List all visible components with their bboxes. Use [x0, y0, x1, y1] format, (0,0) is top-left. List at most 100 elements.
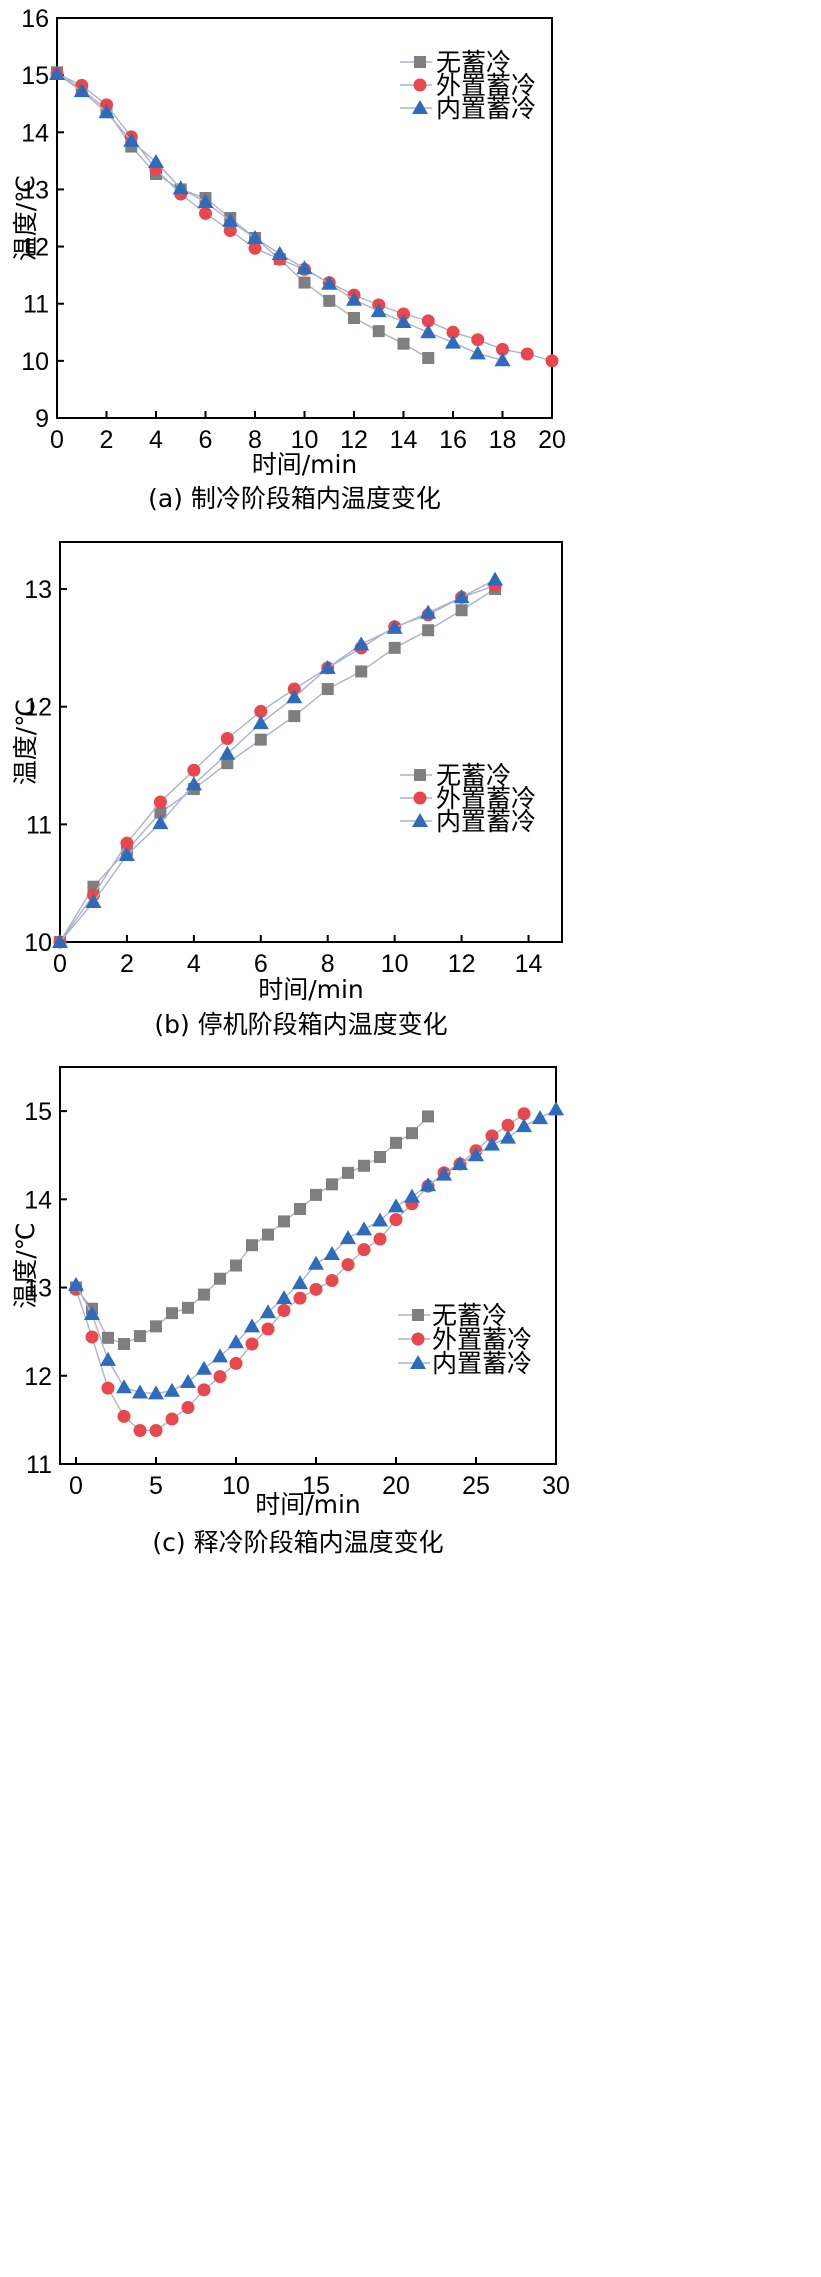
data-point: [52, 934, 68, 948]
y-tick-label: 11: [26, 1451, 52, 1479]
data-point: [292, 1275, 308, 1290]
x-tick-label: 18: [489, 426, 517, 454]
data-point: [326, 1178, 338, 1191]
data-point: [286, 689, 303, 704]
plot-frame: [59, 1066, 557, 1465]
data-point: [501, 1118, 515, 1132]
data-point: [406, 1127, 418, 1140]
legend-marker: [412, 1309, 424, 1321]
data-point: [73, 83, 90, 98]
data-point: [219, 745, 236, 760]
data-point: [516, 1118, 532, 1133]
data-point: [85, 1330, 99, 1344]
data-point: [223, 224, 237, 238]
y-tick-label: 13: [21, 176, 49, 204]
data-point: [294, 1203, 306, 1216]
legend-label: 内置蓄冷: [436, 94, 536, 123]
data-point: [247, 230, 263, 244]
x-tick-label: 25: [462, 1472, 490, 1500]
data-point: [182, 1301, 194, 1314]
x-tick-label: 20: [382, 1472, 410, 1500]
data-point: [187, 763, 201, 777]
x-tick-label: 8: [321, 950, 335, 978]
data-point: [471, 333, 485, 347]
data-point: [293, 1291, 307, 1305]
data-point: [261, 1322, 275, 1336]
chart-panel-1: 0 2 4 6 8 10 12 14 16 18 20 9 10 11 12 13 14 15 16 时间/min 温度…: [11, 5, 566, 513]
data-point: [222, 212, 239, 227]
data-point: [500, 1129, 516, 1144]
y-tick-label: 10: [24, 929, 52, 957]
data-point: [102, 1331, 114, 1344]
y-axis-title: 温度/℃: [11, 1222, 40, 1309]
data-point: [196, 1360, 212, 1375]
x-tick-label: 8: [248, 426, 262, 454]
data-point: [321, 275, 338, 290]
data-point: [494, 352, 511, 367]
data-point: [487, 571, 504, 586]
data-point: [254, 704, 268, 718]
x-tick-label: 6: [254, 950, 268, 978]
data-point: [358, 1159, 370, 1172]
data-point: [164, 1382, 180, 1397]
data-point: [98, 104, 115, 119]
data-point: [421, 314, 435, 328]
data-point: [152, 815, 169, 830]
data-point: [388, 641, 401, 654]
data-point: [199, 206, 212, 220]
data-point: [390, 1136, 402, 1149]
data-point: [148, 154, 164, 168]
data-point: [68, 1276, 84, 1291]
x-tick-label: 12: [340, 426, 368, 454]
legend-marker: [414, 56, 426, 68]
data-point: [386, 619, 403, 634]
x-tick-label: 6: [199, 426, 213, 454]
legend-marker: [412, 813, 428, 827]
legend-marker: [412, 100, 428, 114]
data-point: [453, 589, 470, 604]
data-point: [166, 1307, 178, 1320]
data-point: [254, 733, 267, 746]
data-point: [278, 1215, 290, 1228]
chart-caption: (b) 停机阶段箱内温度变化: [154, 1010, 447, 1039]
data-point: [298, 276, 311, 289]
data-point: [422, 624, 435, 637]
data-point: [117, 1409, 131, 1423]
x-axis-title: 时间/min: [255, 1490, 361, 1519]
y-axis-title: 温度/℃: [11, 175, 40, 262]
data-point: [420, 1177, 436, 1192]
data-point: [353, 636, 370, 651]
plot-frame: [59, 541, 563, 943]
x-tick-label: 12: [448, 950, 476, 978]
legend-marker: [414, 769, 426, 781]
data-point: [229, 1356, 243, 1370]
data-point: [468, 1147, 484, 1162]
data-point: [288, 710, 301, 723]
data-point: [133, 1423, 147, 1437]
data-point: [485, 1129, 499, 1143]
data-point: [532, 1110, 548, 1125]
data-point: [214, 1272, 226, 1285]
y-axis-title: 温度/℃: [11, 699, 40, 786]
x-tick-label: 30: [542, 1472, 570, 1500]
data-point: [118, 846, 135, 861]
data-point: [228, 1334, 244, 1349]
y-tick-label: 11: [23, 291, 49, 319]
legend-label: 外置蓄冷: [436, 784, 536, 813]
data-point: [340, 1230, 356, 1245]
series-line-无蓄冷: [56, 71, 429, 359]
data-point: [520, 347, 534, 361]
y-tick-label: 15: [24, 1098, 52, 1126]
y-tick-label: 14: [21, 119, 49, 147]
y-tick-label: 10: [21, 348, 49, 376]
x-tick-label: 10: [222, 1472, 250, 1500]
data-point: [324, 1246, 340, 1261]
data-point: [374, 1150, 386, 1163]
data-point: [277, 1303, 291, 1317]
legend-label: 外置蓄冷: [432, 1325, 532, 1354]
data-point: [154, 806, 167, 819]
data-point: [212, 1348, 228, 1363]
data-point: [404, 1188, 420, 1203]
